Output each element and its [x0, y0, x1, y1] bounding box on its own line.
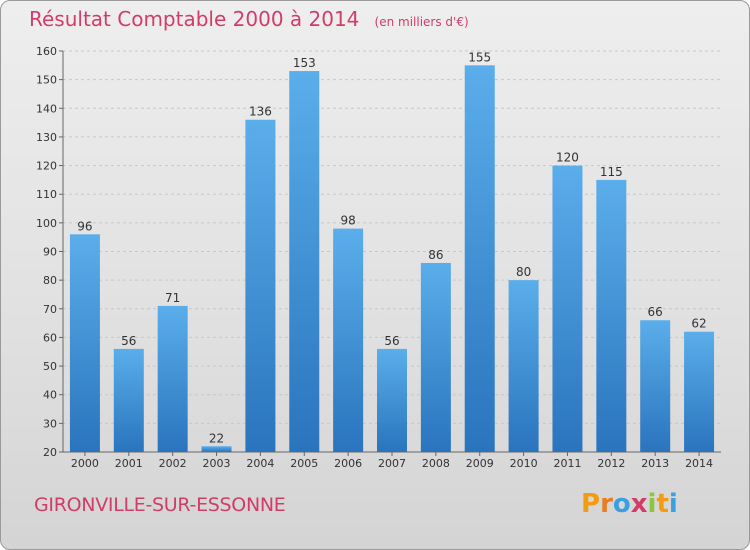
y-tick-label: 110	[36, 188, 57, 201]
chart-unit: (en milliers d'€)	[374, 15, 469, 29]
x-tick-label: 2005	[290, 457, 318, 470]
y-tick-label: 20	[43, 446, 57, 459]
logo-letter: t	[656, 489, 669, 519]
x-tick-label: 2007	[378, 457, 406, 470]
y-tick-label: 100	[36, 217, 57, 230]
bar-2014	[684, 331, 715, 452]
title-row: Résultat Comptable 2000 à 2014 (en milli…	[29, 7, 469, 31]
logo-letter: i	[668, 489, 678, 519]
data-label: 98	[340, 214, 355, 228]
x-tick-label: 2011	[553, 457, 581, 470]
bar-2002	[157, 305, 188, 452]
logo-letter: P	[581, 489, 601, 519]
y-tick-label: 130	[36, 131, 57, 144]
data-label: 66	[648, 305, 663, 319]
logo-letter: o	[612, 489, 631, 519]
bar-2004	[245, 119, 276, 452]
data-label: 56	[121, 334, 136, 348]
data-label: 62	[691, 317, 706, 331]
data-labels: 96 56 71 22 136 153 98 56 86 155 80 120 115 66 62	[77, 50, 706, 445]
x-tick-label: 2008	[422, 457, 450, 470]
y-tick-label: 90	[43, 246, 57, 259]
y-tick-label: 120	[36, 160, 57, 173]
commune-name: GIRONVILLE-SUR-ESSONNE	[34, 494, 286, 516]
bar-2010	[508, 280, 539, 452]
y-tick-label: 30	[43, 417, 57, 430]
x-tick-label: 2000	[71, 457, 99, 470]
data-label: 71	[165, 291, 180, 305]
y-tick-label: 70	[43, 303, 57, 316]
bar-2009	[464, 65, 495, 453]
x-tick-label: 2009	[466, 457, 494, 470]
x-tick-label: 2002	[159, 457, 187, 470]
y-tick-label: 50	[43, 360, 57, 373]
x-tick-label: 2012	[597, 457, 625, 470]
x-tick-label: 2006	[334, 457, 362, 470]
y-tick-label: 40	[43, 389, 57, 402]
bars	[69, 65, 715, 453]
x-tick-label: 2001	[115, 457, 143, 470]
logo-letter: x	[630, 489, 648, 519]
logo-letter: i	[647, 489, 657, 519]
data-label: 120	[556, 151, 579, 165]
data-label: 153	[293, 56, 316, 70]
bar-2012	[596, 179, 627, 452]
x-tick-label: 2003	[203, 457, 231, 470]
data-label: 80	[516, 265, 531, 279]
y-tick-label: 140	[36, 102, 57, 115]
x-tick-label: 2010	[510, 457, 538, 470]
bar-2013	[640, 320, 671, 452]
y-tick-label: 80	[43, 274, 57, 287]
y-tick-label: 60	[43, 331, 57, 344]
bar-2000	[69, 234, 100, 452]
bar-2003	[201, 446, 232, 452]
logo-letter: r	[600, 489, 613, 519]
bar-2005	[289, 71, 320, 453]
data-label: 22	[209, 431, 224, 445]
y-tick-label: 160	[36, 45, 57, 58]
data-label: 86	[428, 248, 443, 262]
bar-2011	[552, 165, 583, 453]
x-tick-label: 2004	[246, 457, 274, 470]
bar-2008	[420, 262, 451, 452]
data-label: 56	[384, 334, 399, 348]
bar-2007	[377, 348, 407, 452]
x-tick-label: 2014	[685, 457, 713, 470]
data-label: 115	[600, 165, 623, 179]
y-tick-label: 150	[36, 74, 57, 87]
chart-title: Résultat Comptable 2000 à 2014	[29, 7, 360, 31]
x-tick-label: 2013	[641, 457, 669, 470]
data-label: 155	[468, 50, 491, 64]
bar-2001	[113, 348, 144, 452]
data-label: 136	[249, 105, 272, 119]
proxiti-logo: Proxiti	[581, 489, 678, 519]
data-label: 96	[77, 219, 92, 233]
bar-2006	[333, 228, 364, 452]
